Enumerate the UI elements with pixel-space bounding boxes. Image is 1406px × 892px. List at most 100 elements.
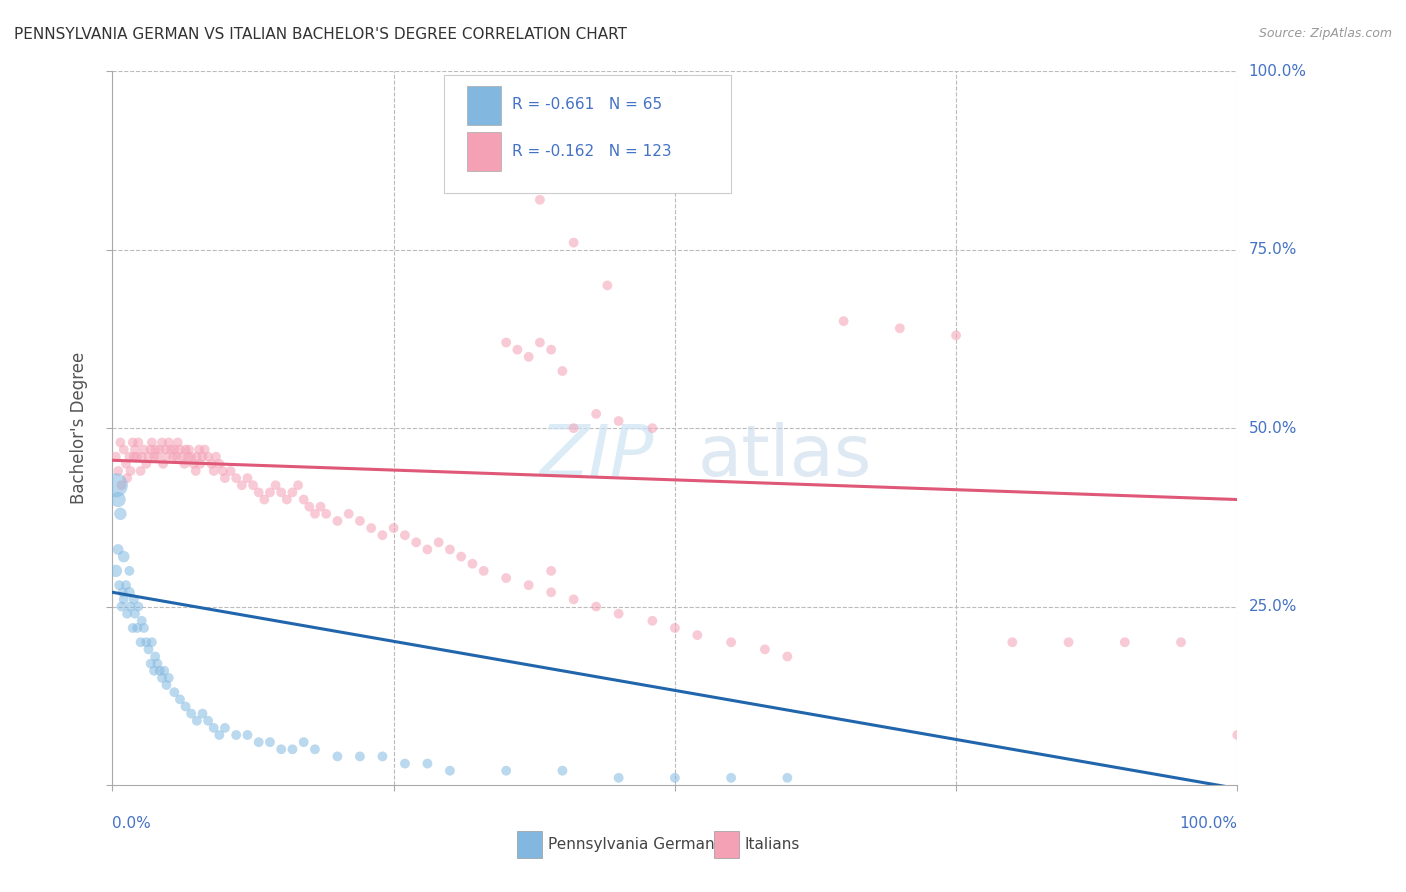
- Point: [540, 564, 562, 578]
- Point: [720, 635, 742, 649]
- Point: [208, 728, 231, 742]
- Point: [163, 442, 186, 457]
- Point: [405, 535, 427, 549]
- Point: [596, 278, 619, 293]
- Point: [186, 714, 208, 728]
- Text: 25.0%: 25.0%: [1249, 599, 1296, 614]
- Point: [129, 635, 152, 649]
- Point: [208, 457, 231, 471]
- Point: [214, 471, 236, 485]
- Point: [309, 500, 332, 514]
- Text: 100.0%: 100.0%: [1249, 64, 1306, 78]
- Point: [214, 721, 236, 735]
- Point: [641, 614, 664, 628]
- Point: [349, 514, 371, 528]
- Text: Source: ZipAtlas.com: Source: ZipAtlas.com: [1258, 27, 1392, 40]
- Point: [135, 635, 157, 649]
- Point: [143, 649, 166, 664]
- Point: [160, 442, 183, 457]
- Point: [139, 657, 162, 671]
- Point: [529, 335, 551, 350]
- Point: [264, 478, 287, 492]
- Point: [1226, 728, 1249, 742]
- Point: [115, 457, 138, 471]
- Point: [225, 471, 247, 485]
- Point: [832, 314, 855, 328]
- Point: [129, 464, 152, 478]
- Point: [776, 649, 799, 664]
- Point: [174, 699, 197, 714]
- Point: [146, 450, 169, 464]
- Point: [146, 657, 169, 671]
- Point: [219, 464, 242, 478]
- Point: [162, 450, 184, 464]
- Point: [166, 450, 188, 464]
- Point: [304, 507, 326, 521]
- Point: [529, 193, 551, 207]
- Point: [439, 542, 461, 557]
- Point: [122, 450, 145, 464]
- Point: [1114, 635, 1136, 649]
- Point: [292, 735, 315, 749]
- Point: [110, 599, 132, 614]
- Point: [664, 771, 686, 785]
- Point: [211, 464, 233, 478]
- Point: [150, 671, 173, 685]
- Point: [131, 450, 153, 464]
- Point: [143, 442, 166, 457]
- Point: [112, 549, 135, 564]
- Point: [153, 664, 176, 678]
- Y-axis label: Bachelor's Degree: Bachelor's Degree: [70, 352, 89, 504]
- Text: R = -0.162   N = 123: R = -0.162 N = 123: [512, 144, 672, 159]
- Point: [686, 628, 709, 642]
- Point: [326, 749, 349, 764]
- Point: [889, 321, 911, 335]
- Point: [115, 578, 138, 592]
- Point: [720, 771, 742, 785]
- Text: 50.0%: 50.0%: [1249, 421, 1296, 435]
- Point: [186, 450, 208, 464]
- Point: [202, 464, 225, 478]
- Point: [562, 235, 585, 250]
- Point: [585, 407, 607, 421]
- Point: [174, 442, 197, 457]
- Point: [641, 421, 664, 435]
- Point: [562, 592, 585, 607]
- Bar: [467, 132, 501, 171]
- Point: [315, 507, 337, 521]
- Point: [110, 435, 132, 450]
- Point: [450, 549, 472, 564]
- Text: Italians: Italians: [745, 837, 800, 852]
- Point: [127, 599, 149, 614]
- Point: [157, 671, 180, 685]
- Point: [180, 706, 202, 721]
- Point: [495, 335, 517, 350]
- Point: [259, 735, 281, 749]
- Point: [115, 471, 138, 485]
- Point: [108, 578, 131, 592]
- Bar: [517, 830, 543, 858]
- Point: [111, 585, 134, 599]
- Point: [149, 664, 172, 678]
- Point: [121, 621, 143, 635]
- Point: [107, 492, 129, 507]
- Point: [416, 542, 439, 557]
- Point: [371, 749, 394, 764]
- Point: [664, 621, 686, 635]
- Point: [551, 764, 574, 778]
- Point: [754, 642, 776, 657]
- Point: [349, 749, 371, 764]
- Point: [124, 442, 146, 457]
- Point: [180, 450, 202, 464]
- Point: [337, 507, 360, 521]
- Point: [107, 542, 129, 557]
- Text: atlas: atlas: [697, 422, 872, 491]
- Point: [259, 485, 281, 500]
- Point: [122, 592, 145, 607]
- Point: [276, 492, 298, 507]
- Point: [149, 442, 172, 457]
- Point: [138, 642, 160, 657]
- Point: [194, 442, 217, 457]
- Point: [120, 464, 142, 478]
- Point: [157, 435, 180, 450]
